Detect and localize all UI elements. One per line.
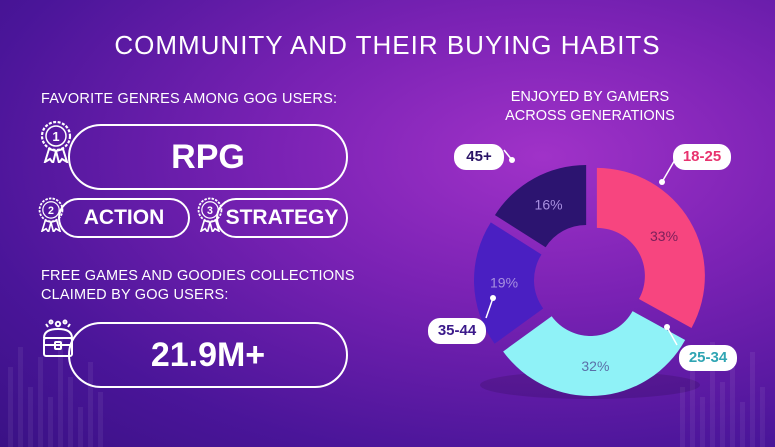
slice-45-plus bbox=[494, 164, 587, 248]
medal-rank-1: 1 bbox=[52, 129, 59, 144]
genres-label: FAVORITE GENRES AMONG GOG USERS: bbox=[41, 91, 338, 107]
first-place-medal-icon: 1 bbox=[40, 120, 72, 163]
medal-rank-3: 3 bbox=[207, 205, 213, 217]
slice-label-45-plus: 16% bbox=[535, 197, 563, 213]
connector-line bbox=[485, 297, 494, 319]
chart-title-line1: ENJOYED BY GAMERS bbox=[510, 89, 670, 105]
slice-label-25-34: 32% bbox=[581, 358, 609, 374]
treasure-chest-icon bbox=[43, 319, 73, 357]
slice-35-44 bbox=[474, 222, 544, 344]
genre-action-label: ACTION bbox=[83, 206, 165, 229]
age-label-18-25: 18-25 bbox=[673, 144, 731, 170]
collections-label-line2: CLAIMED BY GOG USERS: bbox=[41, 287, 229, 303]
age-label-35-44: 35-44 bbox=[428, 318, 486, 344]
connector-line bbox=[666, 326, 678, 346]
genre-strategy-label: STRATEGY bbox=[225, 206, 339, 229]
slice-25-34 bbox=[503, 311, 686, 396]
chart-title-line2: ACROSS GENERATIONS bbox=[505, 108, 675, 124]
collections-value-pill: 21.9M+ bbox=[68, 322, 348, 388]
slice-label-35-44: 19% bbox=[490, 275, 518, 291]
genre-rpg-pill: RPG bbox=[68, 124, 348, 190]
genre-rpg-label: RPG bbox=[171, 137, 245, 176]
slice-18-25 bbox=[596, 167, 705, 328]
collections-label-line1: FREE GAMES AND GOODIES COLLECTIONS bbox=[41, 268, 355, 284]
connector-line bbox=[503, 149, 513, 161]
collections-label: FREE GAMES AND GOODIES COLLECTIONS CLAIM… bbox=[41, 267, 355, 305]
page-title: COMMUNITY AND THEIR BUYING HABITS bbox=[114, 30, 661, 60]
age-donut-chart: 33% 32% 19% 16% bbox=[474, 149, 705, 399]
collections-value: 21.9M+ bbox=[150, 335, 266, 374]
medal-rank-2: 2 bbox=[48, 205, 54, 217]
chart-title: ENJOYED BY GAMERS ACROSS GENERATIONS bbox=[490, 88, 690, 126]
slice-label-18-25: 33% bbox=[650, 228, 678, 244]
genre-strategy-pill: STRATEGY bbox=[216, 198, 348, 238]
genre-action-pill: ACTION bbox=[58, 198, 190, 238]
age-label-25-34: 25-34 bbox=[679, 345, 737, 371]
age-label-45-plus: 45+ bbox=[454, 144, 504, 170]
